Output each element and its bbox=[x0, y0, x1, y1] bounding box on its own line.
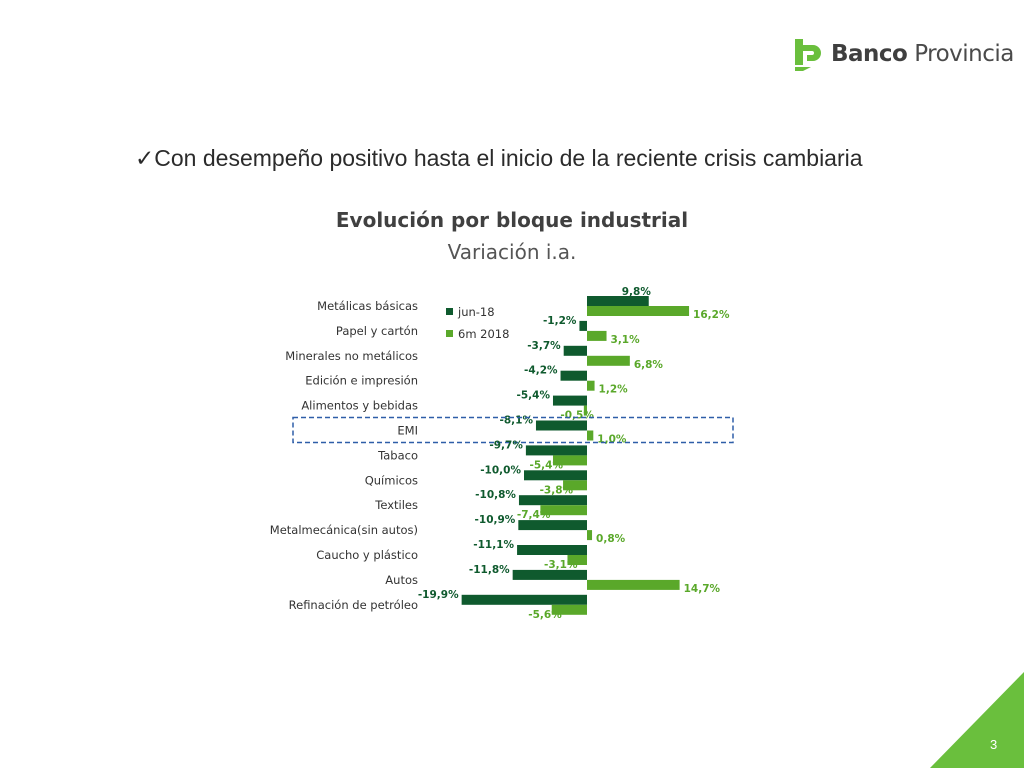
bar bbox=[540, 505, 587, 516]
bank-logo-text: Banco Provincia bbox=[831, 41, 1014, 67]
bar bbox=[563, 345, 587, 356]
legend-swatch bbox=[446, 308, 453, 315]
bar bbox=[560, 370, 587, 381]
data-label: -0,5% bbox=[560, 410, 594, 422]
bar bbox=[587, 579, 680, 590]
category-label: Caucho y plástico bbox=[316, 548, 418, 562]
bar bbox=[567, 555, 587, 565]
bar bbox=[579, 320, 587, 331]
data-label: 6,8% bbox=[634, 359, 664, 371]
data-label: -4,2% bbox=[524, 365, 558, 377]
category-label: Edición e impresión bbox=[305, 374, 418, 388]
bar bbox=[461, 594, 587, 605]
bar bbox=[518, 495, 587, 506]
legend-label: jun-18 bbox=[457, 305, 495, 319]
data-label: -10,8% bbox=[475, 489, 516, 501]
bar bbox=[517, 545, 587, 555]
data-label: 0,8% bbox=[596, 533, 626, 545]
bar bbox=[587, 355, 630, 366]
data-label: 9,8% bbox=[622, 286, 652, 298]
headline: ✓Con desempeño positivo hasta el inicio … bbox=[135, 145, 935, 172]
bar bbox=[587, 530, 593, 541]
data-label: -10,9% bbox=[475, 514, 516, 526]
data-label: -7,4% bbox=[517, 509, 551, 521]
bar bbox=[518, 520, 587, 531]
bar bbox=[552, 395, 587, 406]
bar bbox=[525, 445, 587, 456]
data-label: -11,8% bbox=[469, 564, 510, 576]
category-label: Alimentos y bebidas bbox=[301, 399, 418, 413]
bar bbox=[551, 604, 587, 615]
bar bbox=[512, 569, 587, 580]
data-label: -9,7% bbox=[489, 439, 523, 451]
data-label: -10,0% bbox=[480, 464, 521, 476]
data-label: -5,6% bbox=[528, 609, 562, 621]
category-label: Químicos bbox=[365, 473, 418, 487]
category-label: Autos bbox=[385, 573, 418, 587]
legend-label: 6m 2018 bbox=[458, 327, 509, 341]
data-label: 1,0% bbox=[597, 434, 627, 446]
data-label: 16,2% bbox=[693, 309, 730, 321]
page-number: 3 bbox=[990, 737, 998, 752]
category-label: Minerales no metálicos bbox=[285, 349, 418, 363]
data-label: -3,1% bbox=[544, 559, 578, 571]
bank-logo-icon bbox=[793, 37, 823, 71]
data-label: -11,1% bbox=[473, 539, 514, 551]
bar bbox=[587, 306, 690, 316]
bar bbox=[563, 480, 587, 491]
category-label: Textiles bbox=[374, 498, 418, 512]
bar bbox=[535, 420, 587, 431]
category-label: Tabaco bbox=[377, 448, 418, 462]
bar bbox=[552, 455, 587, 466]
legend-swatch bbox=[446, 330, 453, 337]
data-label: -5,4% bbox=[529, 459, 563, 471]
category-label: Metálicas básicas bbox=[317, 299, 418, 313]
category-label: Papel y cartón bbox=[336, 324, 418, 338]
bar bbox=[587, 296, 649, 306]
chart-title: Evolución por bloque industrial bbox=[335, 208, 689, 232]
bar bbox=[587, 330, 607, 341]
bar bbox=[587, 430, 594, 441]
category-label: Refinación de petróleo bbox=[289, 598, 418, 612]
data-label: 14,7% bbox=[684, 583, 721, 595]
bank-logo: Banco Provincia bbox=[793, 36, 1014, 72]
corner-decoration bbox=[930, 672, 1024, 768]
data-label: -8,1% bbox=[499, 415, 533, 427]
chart-subtitle: Variación i.a. bbox=[447, 240, 577, 264]
data-label: 1,2% bbox=[599, 384, 629, 396]
data-label: -3,8% bbox=[540, 484, 574, 496]
highlight-box bbox=[292, 416, 734, 444]
bar bbox=[524, 470, 587, 481]
data-label: 3,1% bbox=[611, 334, 641, 346]
check-icon: ✓ bbox=[135, 145, 155, 171]
category-label: EMI bbox=[397, 424, 418, 438]
data-label: -3,7% bbox=[527, 340, 561, 352]
category-label: Metalmecánica(sin autos) bbox=[270, 523, 418, 537]
data-label: -1,2% bbox=[543, 315, 577, 327]
data-label: -5,4% bbox=[516, 390, 550, 402]
data-label: -19,9% bbox=[418, 589, 459, 601]
headline-text: Con desempeño positivo hasta el inicio d… bbox=[154, 145, 863, 171]
bar bbox=[583, 405, 587, 416]
bar bbox=[587, 380, 595, 391]
